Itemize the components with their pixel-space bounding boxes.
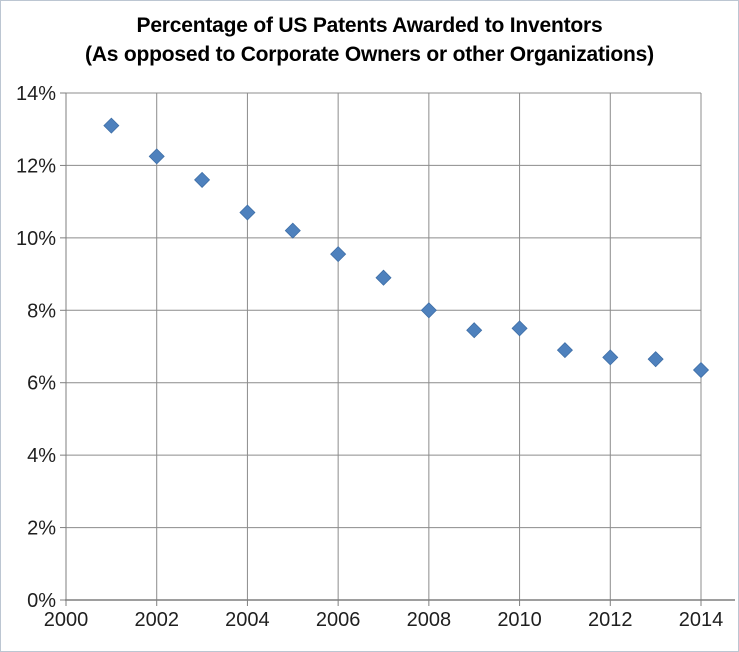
data-point-2007	[375, 269, 392, 286]
y-tick-label-4%: 4%	[27, 445, 56, 467]
y-tick-label-0%: 0%	[27, 590, 56, 612]
x-tick-label-2012: 2012	[588, 609, 633, 631]
data-point-2009	[466, 322, 483, 339]
data-point-2012	[602, 349, 619, 366]
data-point-2006	[330, 246, 347, 263]
data-point-2008	[420, 302, 437, 319]
data-point-2011	[556, 342, 573, 359]
x-tick-label-2008: 2008	[407, 609, 452, 631]
chart-title-block: Percentage of US Patents Awarded to Inve…	[1, 11, 738, 69]
x-tick-label-2010: 2010	[497, 609, 542, 631]
data-point-2013	[647, 351, 664, 368]
x-tick-label-2014: 2014	[679, 609, 724, 631]
x-tick-label-2002: 2002	[134, 609, 179, 631]
x-tick-label-2000: 2000	[44, 609, 89, 631]
data-point-2014	[692, 362, 710, 379]
y-tick-label-12%: 12%	[16, 155, 56, 177]
data-point-2003	[194, 171, 211, 188]
y-tick-label-10%: 10%	[16, 228, 56, 250]
chart-title: Percentage of US Patents Awarded to Inve…	[136, 14, 603, 37]
x-tick-label-2006: 2006	[316, 609, 361, 631]
y-tick-label-6%: 6%	[27, 373, 56, 395]
chart-subtitle: (As opposed to Corporate Owners or other…	[85, 43, 654, 66]
y-tick-label-8%: 8%	[27, 300, 56, 322]
data-point-2005	[284, 222, 301, 239]
y-tick-label-2%: 2%	[27, 518, 56, 540]
data-point-2010	[511, 320, 528, 337]
x-tick-label-2004: 2004	[225, 609, 270, 631]
y-tick-label-14%: 14%	[16, 83, 56, 105]
data-point-2002	[148, 148, 165, 165]
data-point-2004	[239, 204, 256, 221]
data-point-2001	[103, 117, 120, 134]
